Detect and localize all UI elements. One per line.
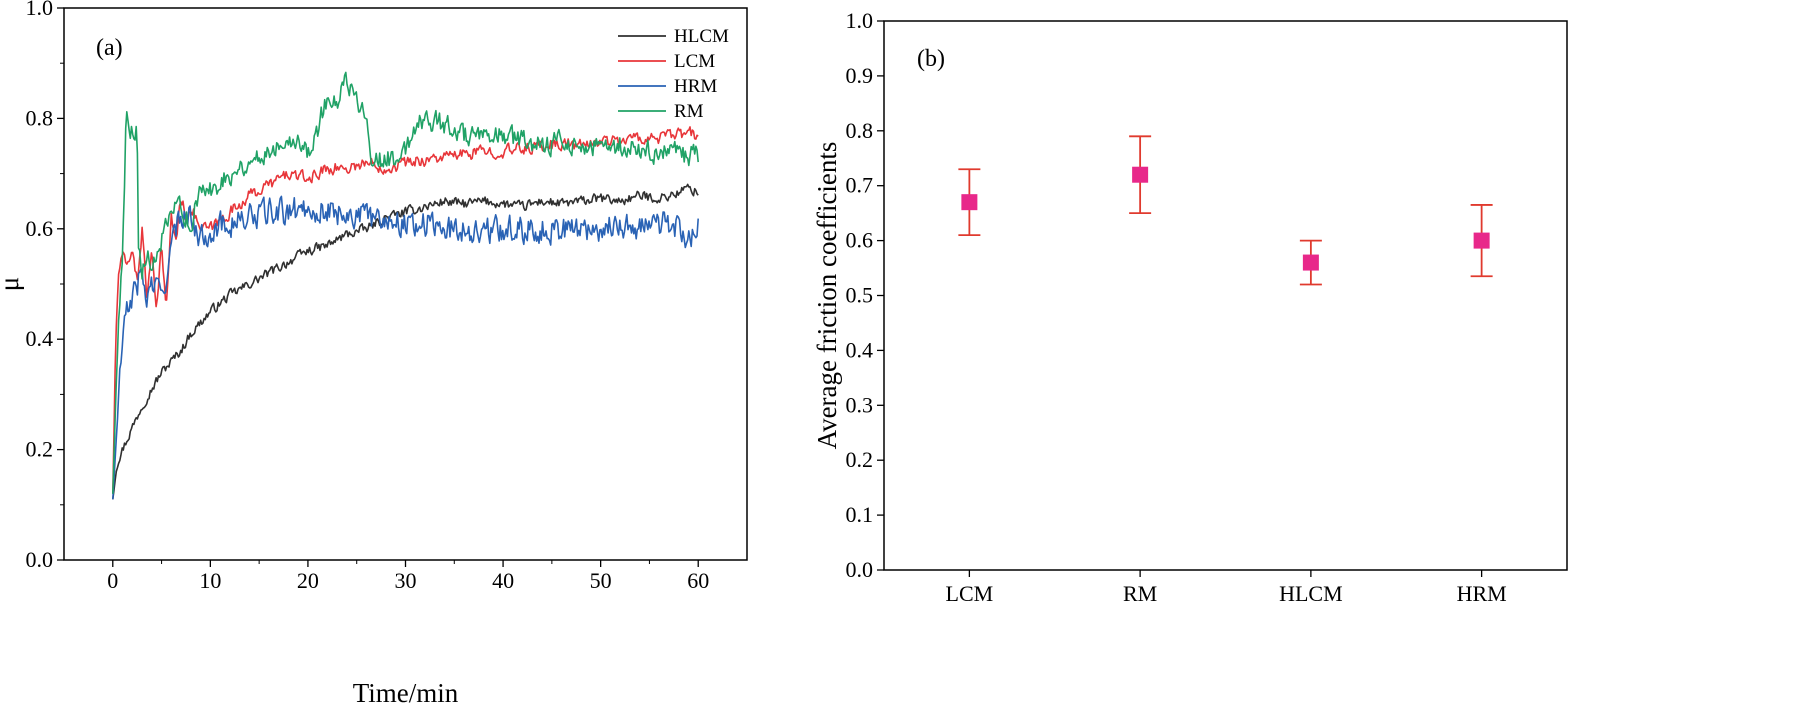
y-axis-title-b: Average friction coefficients <box>812 142 842 450</box>
y-tick-label-b-3: 0.3 <box>846 392 874 417</box>
y-tick-label-b-2: 0.2 <box>846 447 874 472</box>
series-line-hlcm <box>112 183 699 500</box>
point-lcm <box>961 194 978 211</box>
y-tick-label-b-5: 0.5 <box>846 283 874 308</box>
legend-label-rm: RM <box>674 101 704 122</box>
x-tick-label-0: 0 <box>107 568 118 593</box>
y-tick-label-b-1: 0.1 <box>846 502 874 527</box>
y-tick-label-a-4: 0.8 <box>26 105 54 130</box>
y-tick-label-b-6: 0.6 <box>846 228 874 253</box>
y-tick-label-a-3: 0.6 <box>26 216 54 241</box>
plot-frame-b <box>883 20 1568 571</box>
x-tick-label-50: 50 <box>590 568 612 593</box>
point-rm <box>1132 166 1149 183</box>
series-line-rm <box>112 71 699 494</box>
x-tick-label-lcm: LCM <box>946 581 994 606</box>
x-tick-label-30: 30 <box>395 568 417 593</box>
x-tick-label-20: 20 <box>297 568 319 593</box>
series-line-hrm <box>112 195 699 500</box>
x-tick-label-60: 60 <box>687 568 709 593</box>
y-tick-label-a-2: 0.4 <box>26 326 54 351</box>
legend-a: HLCM LCM HRM RM <box>618 26 729 122</box>
x-tick-label-hlcm: HLCM <box>1279 581 1343 606</box>
point-hrm <box>1473 232 1490 249</box>
y-tick-label-b-7: 0.7 <box>846 173 874 198</box>
y-tick-label-a-1: 0.2 <box>26 437 54 462</box>
y-tick-label-b-8: 0.8 <box>846 118 874 143</box>
legend-label-hrm: HRM <box>674 76 717 97</box>
point-hlcm <box>1302 254 1319 271</box>
series-line-lcm <box>112 126 699 494</box>
y-tick-label-b-9: 0.9 <box>846 63 874 88</box>
legend-label-lcm: LCM <box>674 51 715 72</box>
y-tick-label-b-4: 0.4 <box>846 337 874 362</box>
y-tick-label-a-0: 0.0 <box>26 547 54 572</box>
y-tick-label-b-0: 0.0 <box>846 557 874 582</box>
x-tick-label-40: 40 <box>492 568 514 593</box>
panel-label-a: (a) <box>96 35 123 61</box>
x-tick-label-hrm: HRM <box>1457 581 1507 606</box>
x-tick-label-10: 10 <box>199 568 221 593</box>
y-axis-title-a: μ <box>0 277 24 291</box>
panel-b-average-friction-chart: 0.0 0.1 0.2 0.3 0.4 0.5 0.6 0.7 0.8 0.9 1.0 LCM RM HL… <box>812 8 1568 606</box>
x-axis-title-a: Time/min <box>353 678 459 707</box>
panel-a-friction-time-chart: 0 10 20 30 40 50 60 0.0 0.2 0.4 0.6 0.8 1.0 Time/min μ… <box>0 0 748 708</box>
y-tick-label-b-10: 1.0 <box>846 8 874 33</box>
y-tick-label-a-5: 1.0 <box>26 0 54 20</box>
x-tick-label-rm: RM <box>1123 581 1157 606</box>
legend-label-hlcm: HLCM <box>674 26 729 47</box>
panel-label-b: (b) <box>917 46 945 72</box>
